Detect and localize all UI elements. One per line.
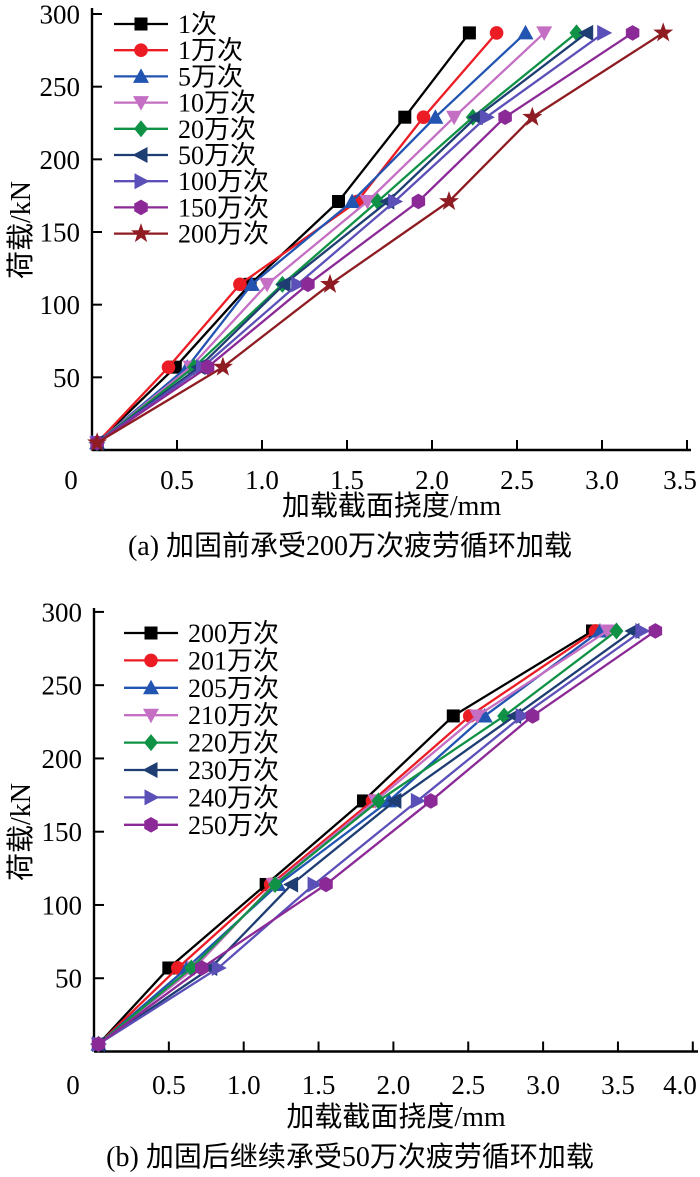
legend-item-1万次: 1万次 [114, 36, 243, 65]
legend-label: 201万次 [188, 646, 279, 675]
chart-a-plot: 0 0.5 1.0 1.5 2.0 2.5 3.0 3.5 50 100 150 200 250 300 1… [40, 0, 697, 495]
series-220万次 [91, 622, 624, 1053]
x-tick-label: 1.5 [330, 465, 364, 495]
series-line [96, 32, 527, 444]
legend-label: 50万次 [178, 141, 256, 170]
legend-item-10万次: 10万次 [114, 89, 256, 118]
legend-label: 200万次 [178, 220, 269, 249]
y-tick-label: 200 [40, 145, 81, 175]
x-tick-label: 2.5 [451, 1070, 485, 1100]
series-line [96, 31, 664, 444]
series-line [96, 32, 498, 444]
legend-item-200万次: 200万次 [114, 220, 269, 249]
x-tick-label: 1.5 [302, 1070, 336, 1100]
series-1次 [90, 26, 476, 450]
legend-label: 250万次 [188, 811, 279, 840]
series-line [97, 630, 634, 1046]
legend-item-200万次: 200万次 [124, 619, 279, 648]
legend-item-250万次: 250万次 [124, 811, 279, 840]
series-line [97, 630, 597, 1046]
chart-b-plot: 0 0.5 1.0 1.5 2.0 2.5 3.0 3.5 4.0 50 100 150 200 250 3… [42, 597, 698, 1100]
x-tick-label: 3.0 [526, 1070, 560, 1100]
legend-item-20万次: 20万次 [114, 115, 256, 144]
series-line [96, 32, 545, 444]
x-tick-label: 1.0 [227, 1070, 261, 1100]
x-tick-label: 3.5 [601, 1070, 635, 1100]
x-tick-label: 0.5 [160, 465, 194, 495]
x-tick-label: 2.5 [500, 465, 534, 495]
legend-item-205万次: 205万次 [124, 674, 279, 703]
y-tick-label: 50 [55, 964, 82, 994]
legend-item-5万次: 5万次 [114, 62, 243, 91]
legend-item-50万次: 50万次 [114, 141, 256, 170]
legend-label: 100万次 [178, 167, 269, 196]
legend-label: 240万次 [188, 783, 279, 812]
y-tick-label: 50 [53, 363, 80, 393]
series-line [97, 629, 609, 1046]
series-250万次 [91, 623, 663, 1052]
chart-a-xlabel: 加载截面挠度/mm [281, 491, 502, 522]
x-tick-label: 2.0 [415, 465, 449, 495]
legend-label: 20万次 [178, 115, 256, 144]
y-tick-label: 200 [42, 744, 83, 774]
x-tick-label: 2.0 [377, 1070, 411, 1100]
legend-label: 210万次 [188, 701, 279, 730]
chart-b-ylabel: 荷载/kN [6, 782, 37, 882]
series-line [97, 630, 643, 1046]
series-line [97, 630, 601, 1046]
x-tick-label: 3.5 [663, 465, 697, 495]
legend-label: 150万次 [178, 193, 269, 222]
chart-b-xlabel: 加载截面挠度/mm [286, 1102, 506, 1133]
series-line [96, 32, 578, 444]
legend-label: 230万次 [188, 756, 279, 785]
x-tick-label: 1.0 [245, 465, 279, 495]
x-tick-label: 0 [66, 1070, 80, 1100]
y-tick-label: 100 [42, 890, 83, 920]
y-tick-label: 150 [40, 218, 81, 248]
series-1万次 [90, 26, 504, 450]
x-tick-label: 0 [64, 465, 78, 495]
legend-item-210万次: 210万次 [124, 701, 279, 730]
chart-a-caption: (a) 加固前承受200万次疲劳循环加载 [127, 531, 573, 562]
legend-label: 200万次 [188, 619, 279, 648]
chart-a-ylabel: 荷载/kN [6, 180, 37, 280]
series-200万次 [87, 22, 674, 452]
legend-item-201万次: 201万次 [124, 646, 279, 675]
legend-item-220万次: 220万次 [124, 729, 279, 758]
y-tick-label: 300 [40, 0, 81, 30]
series-line [96, 32, 471, 444]
legend-label: 205万次 [188, 674, 279, 703]
series-line [97, 630, 618, 1046]
legend-item-100万次: 100万次 [114, 167, 269, 196]
series-line [96, 31, 605, 444]
series-line [97, 630, 657, 1046]
y-tick-label: 300 [42, 597, 83, 627]
legend-label: 1万次 [178, 36, 243, 65]
x-tick-label: 4.0 [663, 1070, 697, 1100]
series-line [96, 31, 634, 444]
x-tick-label: 0.5 [152, 1070, 186, 1100]
chart-b-caption: (b) 加固后继续承受50万次疲劳循环加载 [106, 1142, 594, 1173]
legend-label: 1次 [178, 10, 217, 39]
legend-label: 220万次 [188, 729, 279, 758]
legend-item-150万次: 150万次 [114, 193, 269, 222]
y-tick-label: 250 [40, 72, 81, 102]
legend-item-230万次: 230万次 [124, 756, 279, 785]
series-10万次 [89, 26, 553, 451]
legend-label: 10万次 [178, 89, 256, 118]
series-line [96, 31, 588, 444]
legend-item-240万次: 240万次 [124, 783, 279, 812]
y-tick-label: 100 [40, 290, 81, 320]
legend-item-1次: 1次 [114, 10, 217, 39]
x-tick-label: 3.0 [585, 465, 619, 495]
series-line [97, 629, 594, 1045]
y-tick-label: 150 [42, 817, 83, 847]
y-tick-label: 250 [42, 671, 83, 701]
legend-label: 5万次 [178, 62, 243, 91]
